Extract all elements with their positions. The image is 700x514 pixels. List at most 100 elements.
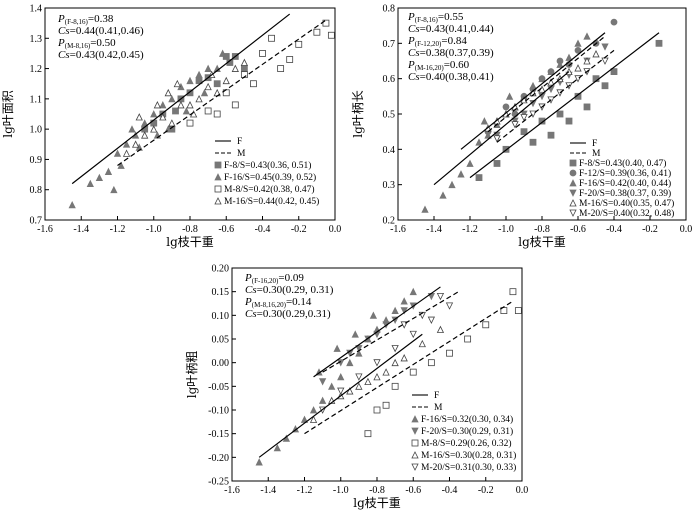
fit-line-F [71, 13, 291, 185]
legend-label: F-16/ [579, 179, 600, 189]
legend-label: F [434, 391, 439, 401]
data-point [322, 19, 330, 27]
data-point [493, 135, 501, 143]
data-point [231, 101, 239, 109]
x-tick-label: -1.6 [224, 485, 240, 496]
legend-slope: S=0.40(0.35, 0.47) [603, 198, 675, 209]
x-tick-label: -0.8 [369, 485, 385, 496]
x-tick-label: -1.6 [37, 224, 53, 235]
stat-subscript: (F-8,16) [65, 18, 89, 26]
x-tick-label: -0.8 [534, 224, 550, 235]
legend-entry: M-20/S=0.31(0.30, 0.33) [421, 462, 516, 473]
data-point [177, 101, 185, 109]
data-point [327, 31, 335, 39]
data-point [427, 359, 435, 367]
data-point [186, 89, 194, 97]
data-point [122, 149, 131, 157]
data-point [556, 110, 564, 118]
data-point [113, 149, 122, 157]
legend-label: F [237, 137, 242, 147]
data-point [583, 32, 591, 40]
data-point [309, 415, 318, 423]
data-point [400, 354, 408, 362]
stat-label: Cs [58, 49, 70, 61]
stat-value: =0.43(0.41,0.44) [420, 23, 494, 35]
legend-slope: S=0.38(0.37, 0.39) [600, 188, 672, 199]
legend-label: M [592, 149, 601, 159]
data-point [583, 103, 591, 111]
y-tick-label: 0.8 [383, 4, 396, 15]
legend-entry: F-16/S=0.45(0.39, 0.52) [224, 172, 316, 183]
data-point [511, 121, 519, 129]
data-point [250, 80, 257, 88]
stat-subscript: (F-16,20) [252, 277, 279, 285]
data-point [351, 330, 359, 338]
legend-label: M-20/ [579, 209, 603, 219]
data-point [601, 82, 609, 90]
chart-petiole-length: -1.6 -1.4 -1.2 -1.0 -0.8 -0.6 -0.4 -0.2 0.0 0.2 0.… [351, 4, 692, 250]
data-point [186, 101, 194, 109]
legend-marker [569, 189, 577, 197]
legend-label: F-16/ [421, 415, 442, 425]
data-point [213, 80, 221, 88]
legend-slope: S=0.43(0.36, 0.51) [240, 160, 312, 171]
series-M-16 [309, 325, 445, 423]
data-point [409, 330, 417, 339]
y-tick-label: 0.8 [30, 185, 43, 196]
legend-label: F [592, 139, 597, 149]
stat-subscript: (M-8,16) [65, 42, 91, 50]
legend-label: M-16/ [224, 197, 248, 207]
stat-subscript: (M-16,20) [415, 64, 445, 72]
data-point [182, 107, 191, 115]
stat-subscript: (F-8,16) [415, 16, 439, 24]
data-point [346, 358, 354, 367]
y-tick-label: -0.10 [208, 406, 229, 417]
y-tick-label: -0.25 [208, 477, 229, 488]
data-point [328, 382, 336, 390]
stat-value: =0.30(0.29,0.31) [257, 308, 331, 320]
legend-label: M-16/ [421, 451, 445, 461]
data-point [333, 344, 341, 352]
data-point [231, 64, 239, 72]
data-point [195, 94, 203, 103]
data-point [164, 88, 172, 97]
data-point [195, 70, 203, 79]
stat-value: =0.43(0.42,0.45) [70, 49, 144, 61]
data-point [601, 57, 609, 65]
y-tick-label: 0.00 [212, 358, 230, 369]
data-point [436, 325, 445, 333]
y-tick-label: 0.6 [383, 74, 396, 85]
legend-label: M [434, 403, 443, 413]
legend-entry: F-8/S=0.43(0.36, 0.51) [224, 160, 311, 171]
data-point [565, 117, 573, 125]
data-point [382, 401, 390, 409]
data-point [168, 119, 176, 127]
data-point [574, 92, 582, 100]
series-F-20 [493, 43, 609, 140]
data-point [466, 159, 474, 167]
data-point [204, 64, 212, 72]
stat-annotation: P(M-8,16)=0.50 [57, 37, 116, 50]
legend-label: F-8/ [224, 161, 240, 171]
x-tick-label: -1.0 [498, 224, 514, 235]
data-point [159, 101, 167, 109]
data-point [159, 113, 167, 121]
fit-line-F [460, 32, 606, 150]
stat-annotation: Cs=0.43(0.42,0.45) [58, 49, 144, 61]
stat-label: P [57, 13, 65, 25]
data-point [141, 131, 149, 139]
x-axis-label: lg枝干重 [353, 495, 401, 510]
data-point [122, 140, 131, 148]
data-point [457, 170, 465, 178]
data-point [110, 185, 118, 194]
x-tick-label: -1.4 [260, 485, 276, 496]
legend-slope: S=0.43(0.40, 0.47) [595, 158, 667, 169]
x-tick-label: -1.4 [73, 224, 89, 235]
data-point [186, 119, 194, 127]
data-point [369, 311, 378, 319]
stat-annotation: P(M-16,20)=0.60 [407, 59, 470, 72]
data-point [95, 173, 104, 182]
data-point [482, 321, 490, 329]
y-axis-label: lg叶柄粗 [185, 351, 199, 399]
